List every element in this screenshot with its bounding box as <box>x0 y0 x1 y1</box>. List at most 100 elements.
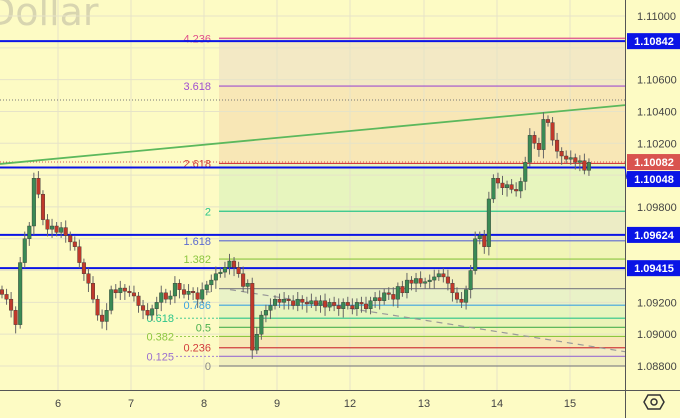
candle-body <box>364 303 369 309</box>
candle <box>141 299 146 320</box>
candle-body <box>136 295 141 306</box>
candle-body <box>268 305 273 311</box>
candle-body <box>59 227 64 233</box>
candle-body <box>532 135 537 144</box>
candle-body <box>436 273 441 278</box>
candle <box>336 298 341 316</box>
current-price-tag: 1.10082 <box>634 157 674 169</box>
candle-body <box>40 193 45 220</box>
fib-level-label: 0.125 <box>146 351 174 363</box>
time-tick-label: 12 <box>344 398 356 410</box>
candle-body <box>368 300 373 309</box>
candle <box>459 292 464 308</box>
candle-body <box>409 279 414 284</box>
candle <box>18 257 23 329</box>
candle <box>473 231 478 275</box>
candle <box>404 272 409 299</box>
candle-body <box>523 162 528 182</box>
trendline <box>0 104 626 165</box>
candle-body <box>514 189 519 192</box>
level-price-tag: 1.09415 <box>634 263 674 275</box>
candle-body <box>72 241 77 247</box>
candle <box>318 295 323 313</box>
candle <box>95 295 100 321</box>
candle <box>295 292 300 312</box>
candle-body <box>332 302 337 306</box>
candle <box>273 295 278 310</box>
fib-level-label: 1.382 <box>183 254 211 266</box>
candle <box>4 288 9 305</box>
candle-body <box>63 227 68 236</box>
settings-icon[interactable] <box>643 393 665 411</box>
candle-body <box>304 302 309 305</box>
fib-band <box>219 327 625 337</box>
candle <box>181 284 186 299</box>
candle-body <box>50 225 55 230</box>
candle <box>209 274 214 293</box>
candle <box>277 293 282 308</box>
candle <box>204 280 209 296</box>
time-tick-label: 9 <box>274 398 280 410</box>
candle-body <box>518 181 523 192</box>
candle-body <box>427 279 432 282</box>
candle <box>359 296 364 313</box>
candle <box>536 137 541 157</box>
candle <box>495 172 500 189</box>
candle-body <box>122 287 127 292</box>
candle <box>36 171 41 199</box>
candle-body <box>327 302 332 308</box>
candle <box>286 295 291 310</box>
candle <box>109 285 114 315</box>
candle-body <box>177 283 182 290</box>
candle <box>423 277 428 289</box>
fib-band <box>219 347 625 357</box>
candle <box>22 231 27 269</box>
candle-body <box>100 314 105 322</box>
candle-body <box>432 276 437 281</box>
candle <box>546 115 551 127</box>
candle-body <box>336 305 341 309</box>
candle-body <box>27 225 32 239</box>
candle <box>136 292 141 313</box>
candle <box>468 264 473 299</box>
candle-body <box>273 298 278 306</box>
candle-body <box>9 298 14 311</box>
candle <box>77 239 82 269</box>
candle <box>391 287 396 307</box>
candle-body <box>386 292 391 295</box>
candle <box>550 117 555 146</box>
candle <box>254 327 259 355</box>
candle-body <box>414 278 419 284</box>
candle-body <box>282 298 287 303</box>
candle <box>90 276 95 304</box>
level-price-tag: 1.09624 <box>634 230 675 242</box>
price-tag-leader <box>624 167 628 180</box>
fib-band <box>219 240 625 260</box>
candle-body <box>318 300 323 306</box>
candle <box>200 282 205 304</box>
candle <box>564 150 569 164</box>
candle-body <box>441 273 446 278</box>
candle <box>50 218 55 238</box>
candle <box>500 175 505 195</box>
candle <box>354 298 359 316</box>
candle <box>241 266 246 293</box>
candle <box>523 156 528 191</box>
candle-body <box>191 291 196 294</box>
time-tick-label: 14 <box>491 398 503 410</box>
candle-body <box>309 300 314 305</box>
candle <box>100 309 105 329</box>
price-tick-label: 1.09000 <box>637 329 677 341</box>
candle <box>577 155 582 172</box>
candle <box>72 236 77 251</box>
candle-body <box>127 291 132 294</box>
fib-level-label: 0.236 <box>183 343 211 355</box>
price-tick-label: 1.09200 <box>637 297 677 309</box>
candle-body <box>464 289 469 303</box>
price-tick-label: 1.11000 <box>637 11 676 23</box>
candle <box>368 296 373 315</box>
candle-body <box>373 297 378 301</box>
candle <box>464 285 469 310</box>
candle <box>54 222 59 237</box>
